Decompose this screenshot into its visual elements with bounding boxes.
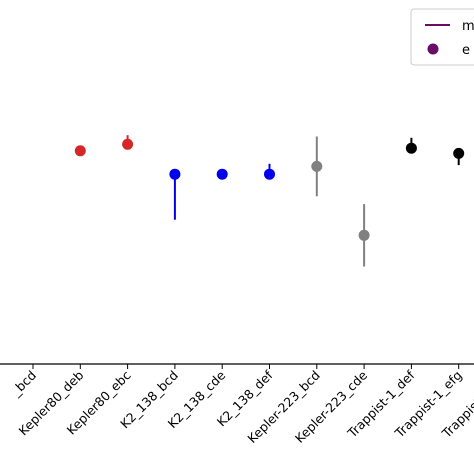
data-point-k2-138-def bbox=[264, 168, 275, 180]
data-point-trappist-1-def bbox=[405, 142, 417, 154]
legend-circle-marker bbox=[427, 43, 439, 55]
data-point-kepler80-deb bbox=[74, 145, 86, 157]
data-point-trappist-1-efg bbox=[453, 147, 465, 159]
legend-box bbox=[410, 8, 474, 66]
data-point-kepler-223-cde bbox=[358, 229, 370, 241]
x-ticks: _bcdKepler80_debKepler80_ebcK2_138_bcdK2… bbox=[7, 364, 474, 446]
data-point-kepler80-ebc bbox=[122, 138, 134, 150]
data-point-k2-138-bcd bbox=[169, 168, 181, 180]
legend: m e bbox=[410, 8, 474, 66]
data-point-kepler-223-bcd bbox=[311, 160, 323, 172]
error-bars bbox=[126, 135, 460, 267]
data-points bbox=[74, 138, 465, 241]
data-point-k2-138-cde bbox=[216, 168, 228, 180]
legend-label-m: m bbox=[462, 19, 474, 34]
x-tick-label-bcd: _bcd bbox=[7, 368, 39, 400]
legend-label-e: e bbox=[462, 43, 470, 58]
